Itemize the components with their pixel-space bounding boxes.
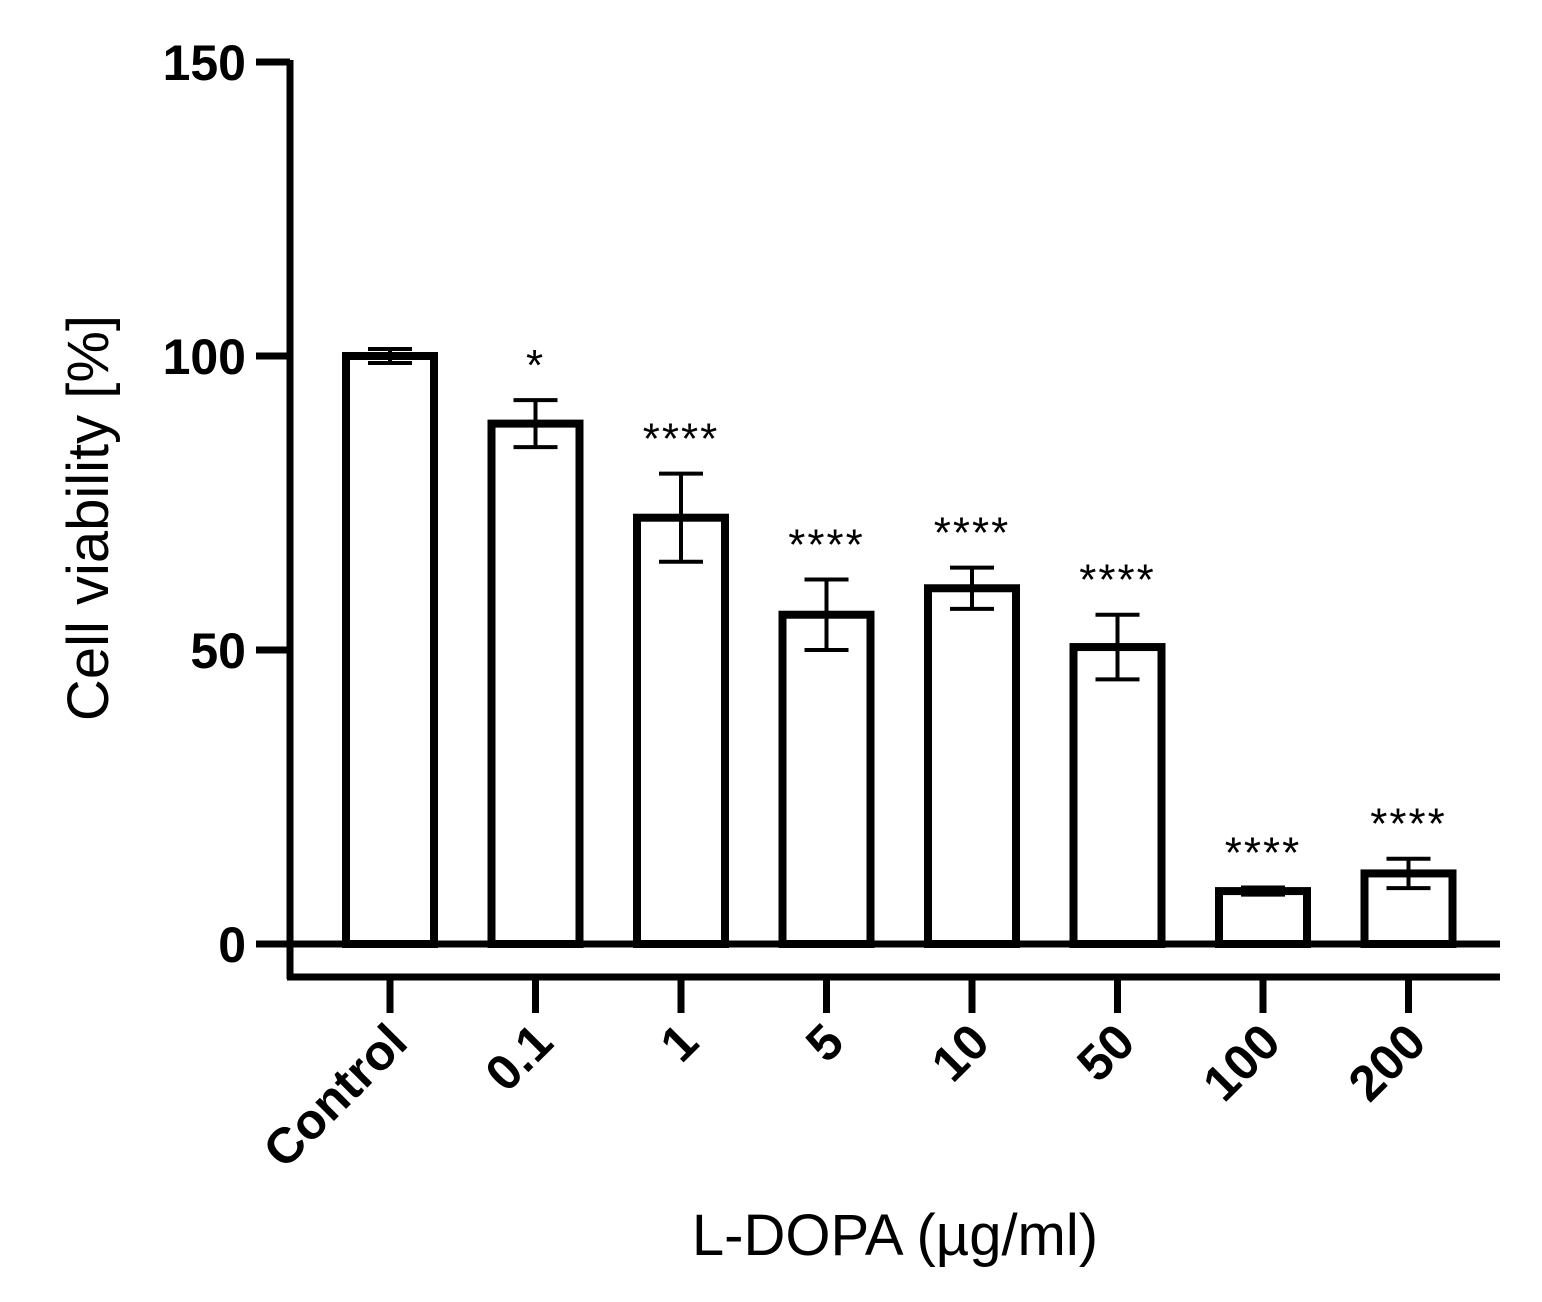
- x-tick-label: 50: [1066, 1013, 1145, 1092]
- bar: [633, 513, 729, 948]
- bar: [924, 584, 1020, 948]
- x-tick-label: 1: [650, 1013, 709, 1072]
- bar: [487, 419, 584, 948]
- y-axis: 0 50 100 150: [163, 35, 294, 979]
- significance-label: ****: [1079, 556, 1156, 605]
- significance-label: ****: [643, 415, 720, 464]
- x-tick-label: 100: [1192, 1013, 1291, 1112]
- significance-label: ****: [1370, 800, 1447, 849]
- x-tick-label: Control: [253, 1013, 418, 1178]
- x-tick-label: 10: [921, 1013, 1000, 1092]
- significance-label: *: [526, 341, 545, 390]
- bar: [342, 352, 438, 948]
- significance-label: ****: [934, 509, 1011, 558]
- bar: [1069, 643, 1166, 948]
- y-axis-title: Cell viability [%]: [56, 315, 121, 721]
- x-tick-label: 200: [1338, 1013, 1437, 1112]
- y-tick-label: 0: [218, 917, 246, 973]
- x-tick-label: 0.1: [475, 1013, 564, 1102]
- y-tick-label: 150: [163, 35, 246, 91]
- bar: [1215, 887, 1311, 949]
- x-tick-label: 5: [795, 1013, 854, 1072]
- bars: ********* ****************: [342, 341, 1457, 949]
- y-tick-label: 50: [190, 623, 246, 679]
- significance-label: ****: [788, 520, 865, 569]
- significance-label: ****: [1225, 829, 1302, 878]
- y-tick-label: 100: [163, 329, 246, 385]
- bar: [778, 610, 875, 948]
- x-axis: Control 0.1 1 5 10 50 100 200: [253, 940, 1500, 1178]
- x-axis-title: L-DOPA (µg/ml): [692, 1203, 1098, 1268]
